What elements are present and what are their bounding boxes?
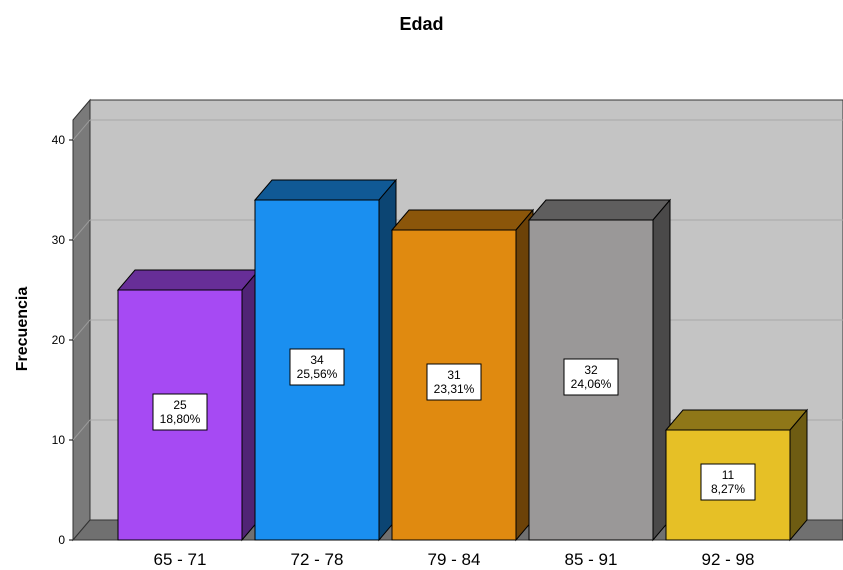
data-label-box — [426, 363, 482, 401]
x-tick-label: 79 - 84 — [428, 550, 481, 569]
gridline-side — [72, 219, 91, 241]
bar-side — [789, 408, 808, 542]
data-label-percent: 25,56% — [297, 367, 338, 381]
y-tick-label: 40 — [52, 133, 66, 147]
data-label-box — [289, 348, 345, 386]
data-label-box — [563, 358, 619, 396]
plot-left-wall — [72, 98, 91, 542]
data-label-count: 31 — [447, 368, 461, 382]
bar-top — [390, 209, 535, 231]
gridline-side — [72, 119, 91, 141]
bar-top — [116, 269, 261, 291]
bar-top — [527, 199, 672, 221]
data-label-count: 11 — [722, 468, 735, 482]
y-tick-label: 0 — [58, 533, 65, 547]
data-label-percent: 8,27% — [711, 482, 745, 496]
gridline-side — [72, 419, 91, 441]
bar-top — [253, 179, 398, 201]
y-tick-label: 30 — [52, 233, 66, 247]
gridline-side — [72, 319, 91, 341]
data-label-percent: 18,80% — [160, 412, 201, 426]
data-label-count: 32 — [584, 363, 598, 377]
x-tick-label: 72 - 78 — [291, 550, 344, 569]
x-tick-label: 85 - 91 — [565, 550, 618, 569]
data-label-count: 34 — [310, 353, 324, 367]
data-label-count: 25 — [173, 398, 187, 412]
bar-5: 118,27% — [664, 408, 809, 542]
data-label-percent: 24,06% — [571, 377, 612, 391]
x-tick-label: 65 - 71 — [154, 550, 207, 569]
bar-top — [664, 409, 809, 431]
y-tick-label: 10 — [52, 433, 66, 447]
chart-title: Edad — [399, 14, 444, 34]
y-tick-label: 20 — [52, 333, 66, 347]
data-label-percent: 23,31% — [434, 382, 475, 396]
x-tick-label: 92 - 98 — [702, 550, 755, 569]
data-label-box — [700, 463, 756, 501]
data-label-box — [152, 393, 208, 431]
